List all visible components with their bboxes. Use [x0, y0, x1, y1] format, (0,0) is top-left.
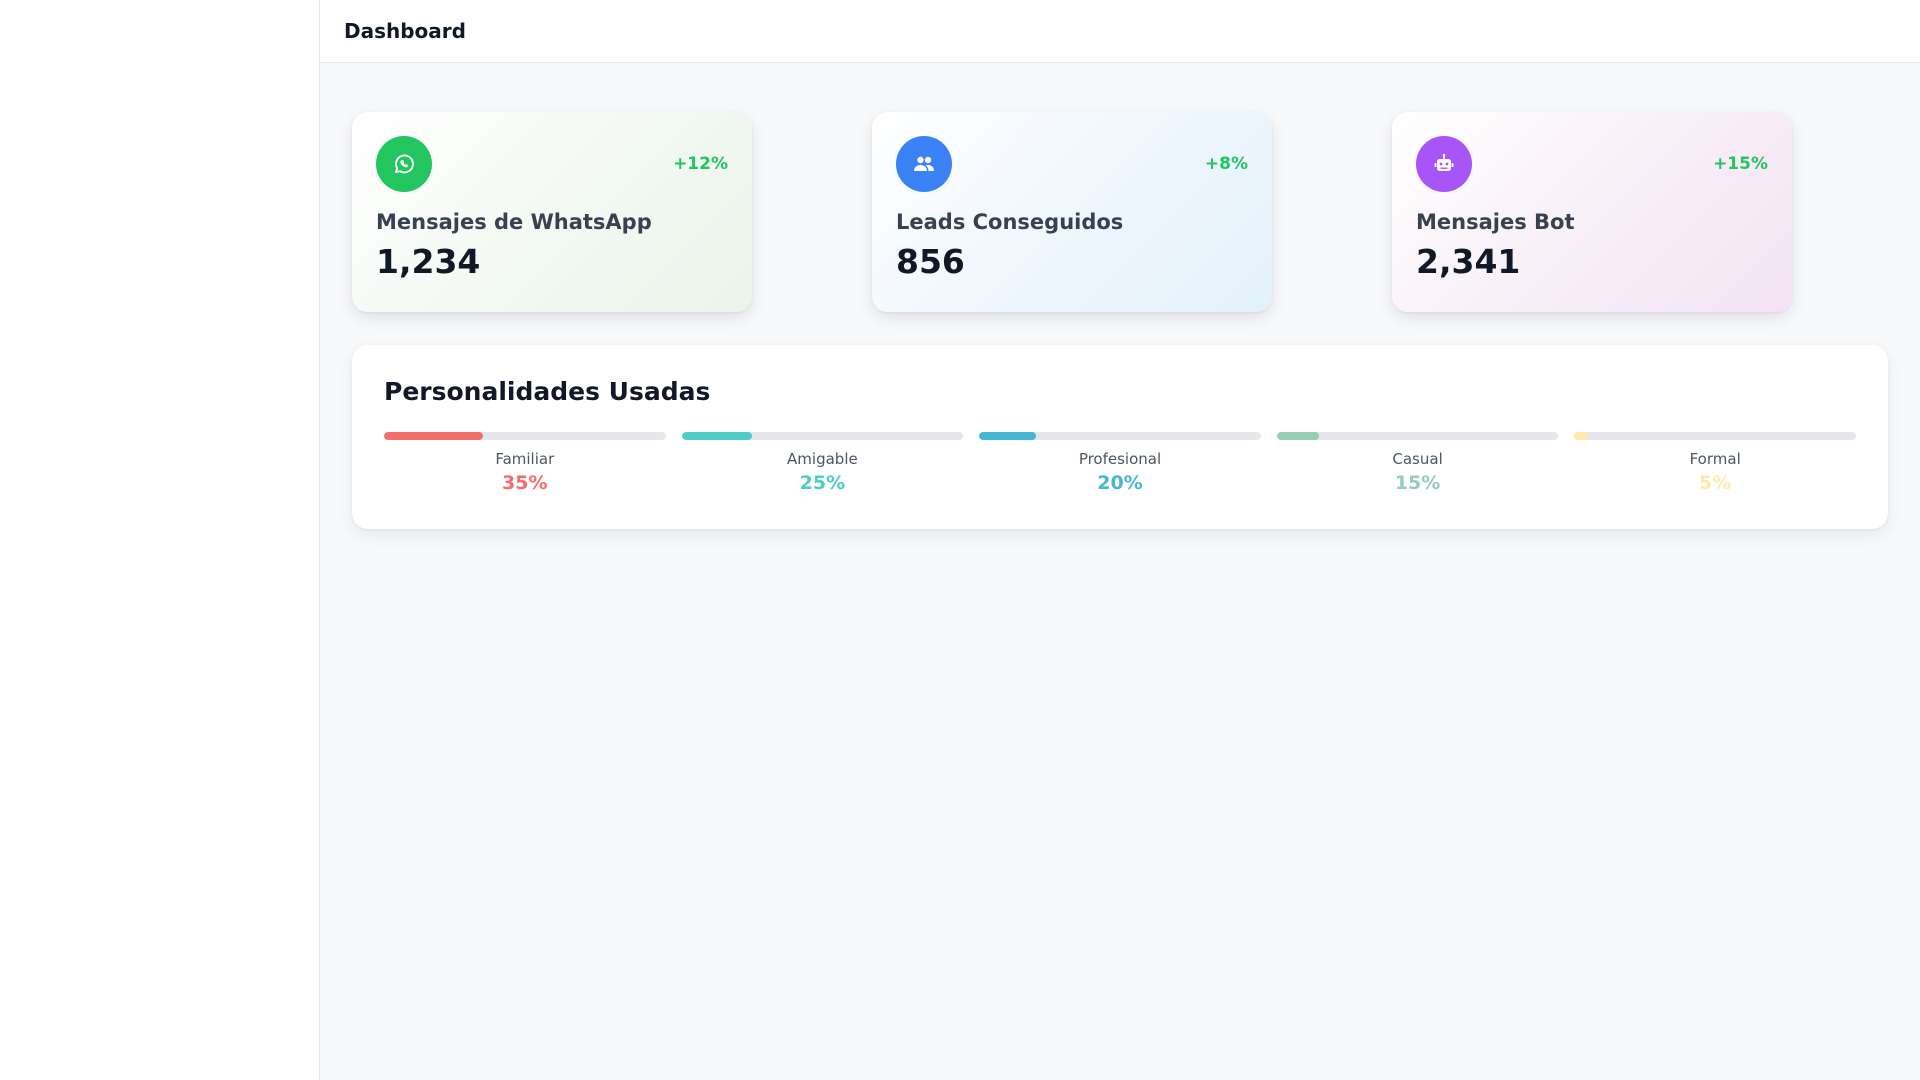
- personality-label: Familiar: [495, 450, 555, 468]
- sidebar: [0, 0, 320, 1080]
- progress-fill: [1574, 432, 1589, 440]
- personalities-panel: Personalidades Usadas Familiar 35% Amiga…: [352, 345, 1888, 529]
- progress-track: [384, 432, 666, 440]
- personality-formal: Formal 5%: [1574, 432, 1856, 494]
- personality-familiar: Familiar 35%: [384, 432, 666, 494]
- personality-label: Profesional: [1078, 450, 1162, 468]
- personality-casual: Casual 15%: [1276, 432, 1559, 494]
- progress-track: [979, 432, 1261, 440]
- stat-title: Mensajes de WhatsApp: [376, 210, 652, 234]
- trend-badge: +8%: [1204, 154, 1248, 174]
- progress-fill: [384, 432, 483, 440]
- top-bar: Dashboard: [320, 0, 1920, 63]
- personality-bars: Familiar 35% Amigable 25% Profesional 20…: [384, 432, 1856, 494]
- page-title: Dashboard: [344, 19, 466, 43]
- personality-label: Amigable: [787, 450, 858, 468]
- stat-card-leads: +8% Leads Conseguidos 856: [872, 112, 1272, 312]
- stat-title: Mensajes Bot: [1416, 210, 1575, 234]
- robot-icon: [1416, 136, 1472, 192]
- stat-card-whatsapp: +12% Mensajes de WhatsApp 1,234: [352, 112, 752, 312]
- progress-fill: [681, 432, 752, 440]
- personality-percent: 15%: [1394, 472, 1441, 494]
- trend-badge: +15%: [1713, 154, 1768, 174]
- users-icon: [896, 136, 952, 192]
- stat-value: 2,341: [1416, 242, 1521, 281]
- personality-label: Casual: [1392, 450, 1443, 468]
- personality-percent: 5%: [1699, 472, 1732, 494]
- main-content: +12% Mensajes de WhatsApp 1,234 +8% Lead…: [320, 63, 1920, 1080]
- whatsapp-icon: [376, 136, 432, 192]
- stat-value: 856: [896, 242, 965, 281]
- stat-title: Leads Conseguidos: [896, 210, 1124, 234]
- personality-amigable: Amigable 25%: [681, 432, 964, 494]
- personality-percent: 20%: [1097, 472, 1143, 494]
- trend-badge: +12%: [673, 154, 728, 174]
- stat-card-bot: +15% Mensajes Bot 2,341: [1392, 112, 1792, 312]
- progress-fill: [1276, 432, 1320, 440]
- personality-percent: 35%: [502, 472, 548, 494]
- progress-fill: [979, 432, 1036, 440]
- progress-track: [1276, 432, 1559, 440]
- personality-label: Formal: [1689, 450, 1741, 468]
- personality-percent: 25%: [799, 472, 846, 494]
- personality-profesional: Profesional 20%: [979, 432, 1261, 494]
- panel-title: Personalidades Usadas: [384, 377, 711, 406]
- progress-track: [681, 432, 964, 440]
- stat-value: 1,234: [376, 242, 481, 281]
- progress-track: [1574, 432, 1856, 440]
